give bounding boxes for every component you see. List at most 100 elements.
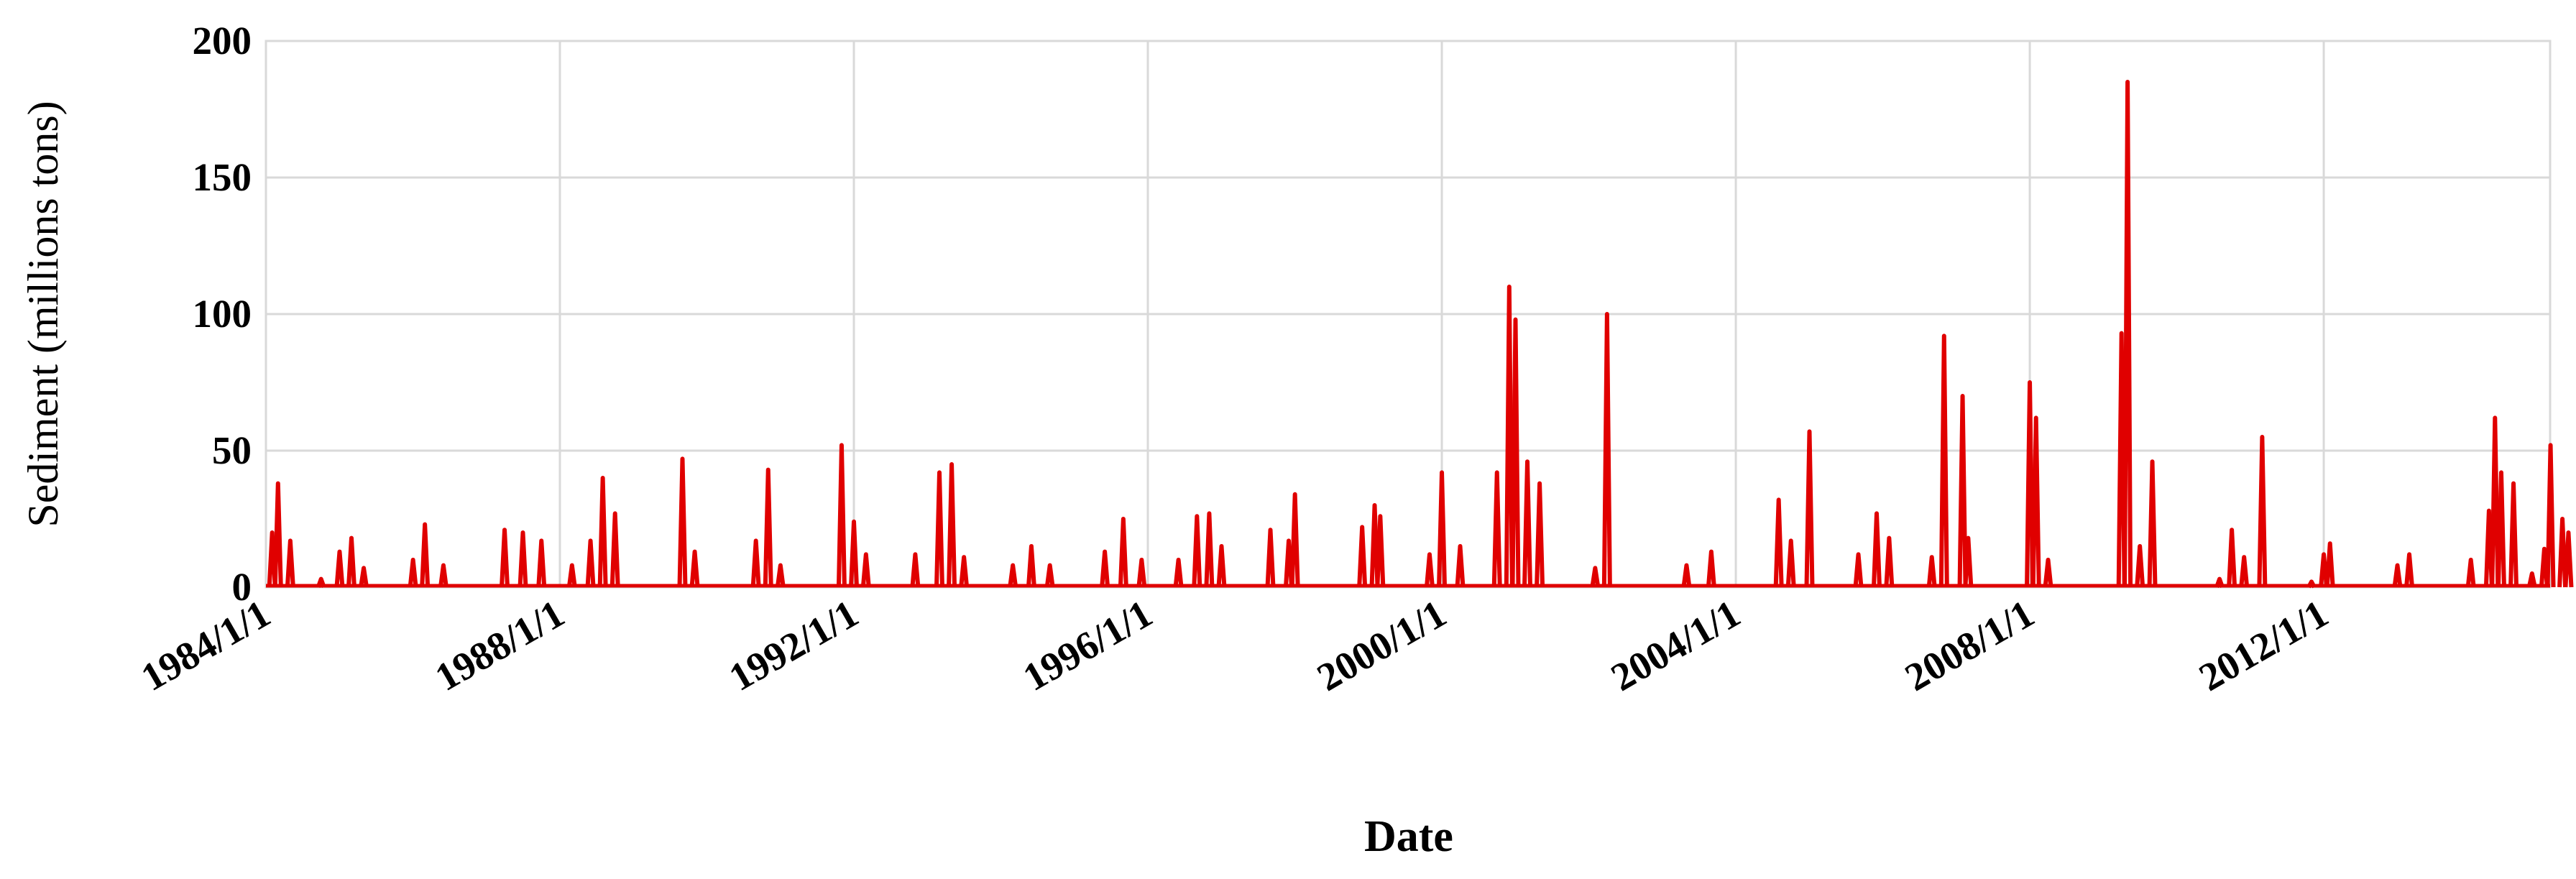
data-point-peak (1289, 492, 1300, 588)
data-point-peak (285, 538, 295, 588)
data-point-peak (1008, 563, 1018, 588)
data-point-peak (2526, 571, 2537, 588)
data-point-peak (677, 456, 688, 588)
y-tick-label: 150 (193, 155, 252, 199)
data-point-peak (1192, 514, 1202, 588)
data-point-peak (1204, 511, 1215, 588)
data-point-peak (2306, 579, 2317, 589)
data-point-peak (689, 549, 700, 588)
data-point-peak (610, 511, 620, 588)
x-tick-label: 1996/1/1 (1016, 592, 1159, 700)
data-point-peak (2239, 555, 2250, 588)
data-point-peak (566, 563, 577, 588)
data-point-peak (2257, 435, 2268, 588)
data-point-peak (1173, 558, 1184, 588)
data-point-peak (2490, 415, 2501, 588)
data-point-peak (2135, 544, 2145, 588)
data-point-peak (1522, 459, 1533, 588)
x-tick-label: 1984/1/1 (134, 592, 277, 700)
y-axis-title: Sediment (millions tons) (19, 101, 67, 527)
x-axis-title: Date (1364, 812, 1453, 861)
data-point-peak (1853, 552, 1864, 588)
data-point-peak (934, 470, 944, 588)
data-point-peak (2227, 528, 2237, 588)
data-point-peak (2404, 552, 2415, 588)
data-point-peak (536, 538, 547, 588)
data-point-peak (1785, 538, 1796, 588)
data-point-peak (316, 576, 326, 588)
data-point-peak (2545, 443, 2556, 588)
data-point-peak (359, 566, 369, 588)
x-tick-label: 2008/1/1 (1898, 592, 2041, 700)
data-point-peak (2496, 470, 2506, 588)
data-point-peak (1100, 549, 1110, 588)
y-tick-label: 50 (212, 428, 252, 472)
data-point-peak (1136, 558, 1147, 588)
y-tick-label: 0 (232, 565, 252, 609)
data-point-peak (1884, 535, 1895, 588)
data-point-peak (849, 519, 860, 588)
data-point-peak (408, 558, 418, 588)
data-point-peak (1957, 394, 1968, 588)
data-point-peak (1963, 535, 1974, 588)
data-point-peak (836, 443, 847, 588)
x-tick-label: 2004/1/1 (1604, 592, 1747, 700)
data-point-peak (2043, 558, 2053, 588)
data-point-peak (1455, 544, 1466, 588)
data-point-peak (2025, 380, 2036, 588)
data-point-peak (1424, 552, 1435, 588)
series-line (266, 80, 2574, 589)
data-point-peak (1216, 544, 1227, 588)
data-point-peak (2122, 80, 2133, 588)
data-point-peak (1491, 470, 1502, 588)
data-point-peak (860, 552, 871, 588)
data-point-peak (597, 476, 608, 588)
data-point-peak (334, 549, 345, 588)
data-point-peak (2147, 459, 2158, 588)
x-tick-label: 1992/1/1 (722, 592, 865, 700)
data-point-peak (1510, 317, 1521, 588)
data-point-peak (1681, 563, 1692, 588)
data-point-peak (2319, 552, 2329, 588)
data-point-peak (1872, 511, 1882, 588)
y-tick-labels: 0 50 100 150 200 (193, 19, 252, 609)
data-point-peak (346, 535, 356, 588)
y-tick-label: 200 (193, 19, 252, 63)
data-point-peak (585, 538, 596, 588)
x-tick-label: 2000/1/1 (1310, 592, 1453, 700)
data-point-peak (2563, 530, 2574, 588)
data-point-peak (947, 462, 957, 588)
data-point-peak (2557, 517, 2568, 588)
data-point-peak (1773, 497, 1784, 588)
data-point-peak (1601, 312, 1612, 588)
data-point-peak (2465, 558, 2476, 588)
data-point-peak (438, 563, 448, 588)
data-point-peak (1804, 429, 1815, 588)
data-point-peak (2392, 563, 2403, 588)
x-tick-labels: 1984/1/1 1988/1/1 1992/1/1 1996/1/1 2000/1/1… (134, 592, 2335, 700)
data-point-peak (959, 555, 970, 588)
data-point-peak (1265, 528, 1276, 588)
data-point-peak (1437, 470, 1448, 588)
data-point-peak (1535, 481, 1545, 588)
data-point-peak (1504, 285, 1514, 588)
data-point-peak (518, 530, 528, 588)
data-point-peak (1044, 563, 1055, 588)
data-point-peak (500, 528, 510, 588)
data-point-peak (2214, 576, 2225, 588)
data-point-peak (2030, 415, 2041, 588)
y-tick-label: 100 (193, 292, 252, 336)
data-point-peak (1926, 555, 1937, 588)
x-tick-label: 2012/1/1 (2191, 592, 2335, 700)
data-point-peak (775, 563, 786, 588)
data-point-peak (2324, 541, 2335, 588)
data-point-peak (763, 467, 773, 588)
data-point-peak (1118, 517, 1128, 588)
data-point-peak (272, 481, 283, 588)
data-point-peak (910, 552, 921, 588)
data-point-peak (1706, 549, 1716, 588)
data-point-peak (750, 538, 761, 588)
data-point-peak (1357, 525, 1368, 588)
data-point-peak (1938, 333, 1949, 588)
